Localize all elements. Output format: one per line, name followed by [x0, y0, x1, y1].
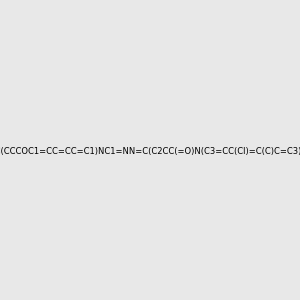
Text: O=C(CCCOC1=CC=CC=C1)NC1=NN=C(C2CC(=O)N(C3=CC(Cl)=C(C)C=C3)C2)S1: O=C(CCCOC1=CC=CC=C1)NC1=NN=C(C2CC(=O)N(C… [0, 147, 300, 156]
